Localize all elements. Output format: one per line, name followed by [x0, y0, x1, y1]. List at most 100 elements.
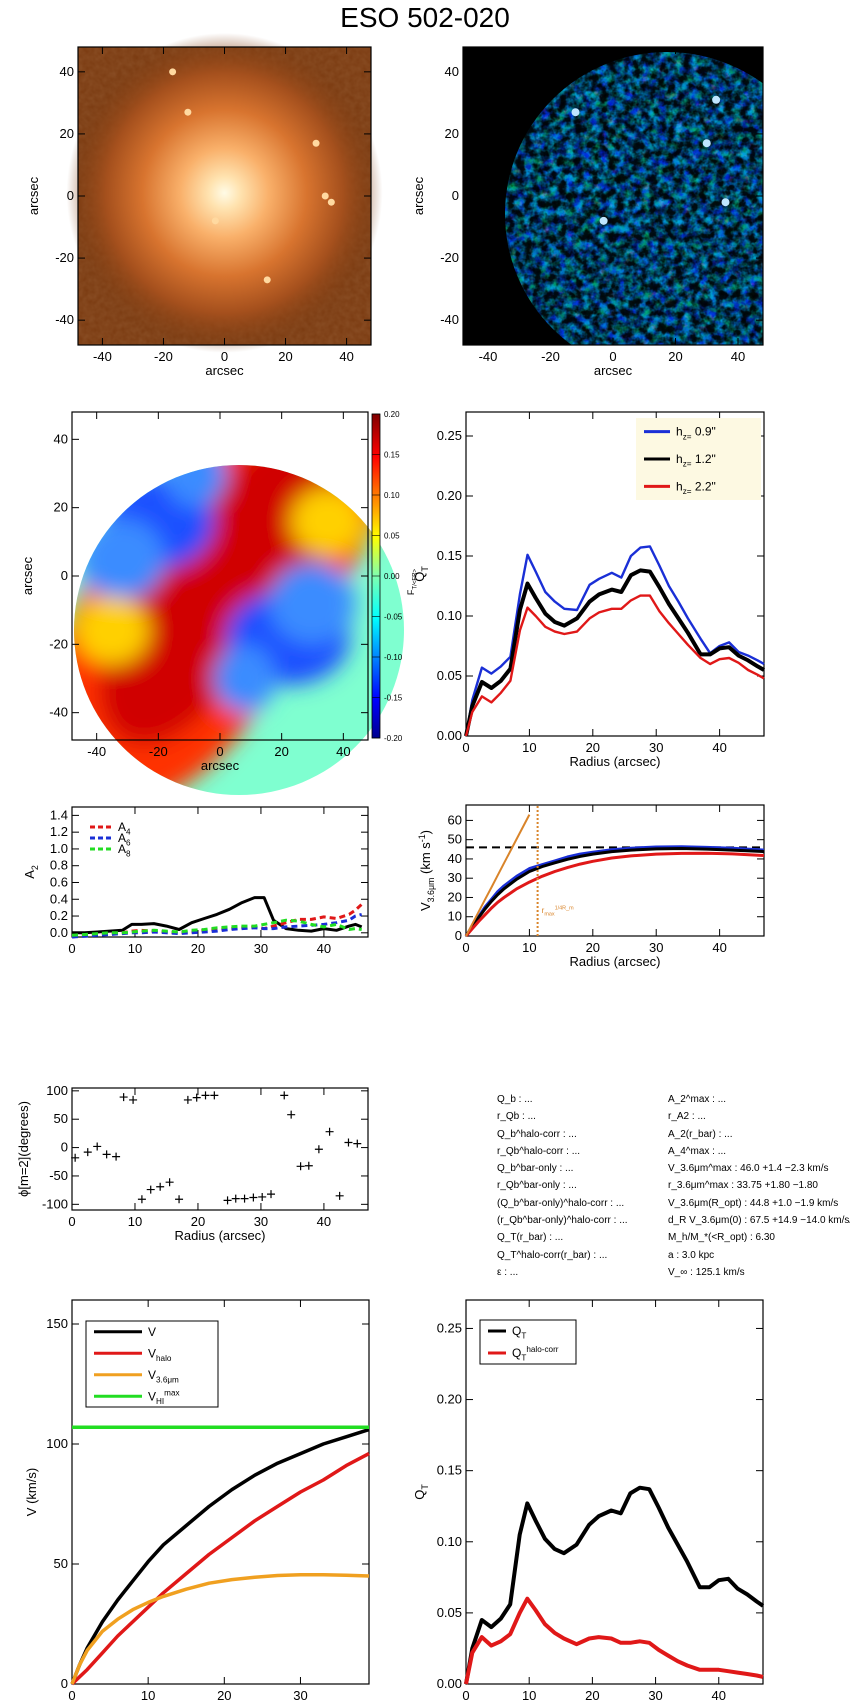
x-tick-label: 0 [609, 349, 616, 364]
series-line [464, 851, 765, 937]
legend: hz= 0.9" hz= 1.2" hz= 2.2" [636, 418, 761, 500]
info-right-row: V_∞ : 125.1 km/s [668, 1266, 745, 1278]
scatter-point [175, 1195, 184, 1204]
plot-frame [465, 411, 765, 737]
y-tick-label: 1.4 [50, 807, 68, 822]
x-tick-label: -40 [479, 349, 498, 364]
y-tick-label: 100 [46, 1436, 68, 1451]
x-tick-label: 20 [586, 740, 600, 755]
x-tick-label: 40 [712, 740, 726, 755]
y-tick-label: 1.0 [50, 841, 68, 856]
series-line [464, 568, 765, 737]
colorbar-tick-label: -0.15 [384, 694, 403, 703]
series-line [70, 1452, 370, 1686]
y-axis-label: A2 [22, 865, 40, 879]
x-axis-label: arcsec [594, 363, 633, 378]
y-tick-label: -100 [42, 1196, 68, 1211]
scatter-point [146, 1185, 155, 1194]
rotation-curve-axes: 0 10 20 30 40 0 10 20 30 40 50 60 Radius (arcsec) V3.… [417, 804, 765, 969]
y-tick-label: 0.2 [50, 908, 68, 923]
y-tick-label: 0.10 [437, 608, 462, 623]
point-source [712, 95, 721, 104]
scatter-point [267, 1190, 276, 1199]
scatter-point [353, 1139, 362, 1148]
y-tick-label: 50 [54, 1111, 68, 1126]
x-tick-label: -20 [149, 744, 168, 759]
y-tick-label: 20 [54, 500, 68, 515]
info-table-right: A_2^max : ... r_A2 : ... A_2(r_bar) : ..… [668, 1091, 850, 1281]
series-line [71, 918, 362, 937]
y-tick-label: 40 [448, 851, 462, 866]
point-source [211, 217, 219, 225]
scatter-point [201, 1091, 210, 1100]
image-layer: 0.20 0.15 0.10 0.05 0.00 -0.05 -0.10 -0.15 -0.20… [66, 32, 763, 795]
colorbar-tick-label: 0.05 [384, 532, 400, 541]
series-line [70, 1427, 370, 1685]
y-axis-label: arcsec [26, 176, 41, 215]
point-source [721, 198, 730, 207]
x-tick-label: 0 [68, 1214, 75, 1229]
x-axis-label: arcsec [201, 758, 240, 773]
colorbar-tick-label: 0.10 [384, 491, 400, 500]
galaxy-image [66, 32, 383, 353]
scatter-point [280, 1091, 289, 1100]
scatter-point [223, 1196, 232, 1205]
y-tick-label: -40 [55, 312, 74, 327]
plot-frame [71, 806, 369, 938]
qt-halo-comparison-axes: 0102030400.000.050.100.150.200.25Radius … [412, 1299, 765, 1700]
y-tick-label: 1.2 [50, 824, 68, 839]
point-source [184, 108, 192, 116]
x-tick-label: 10 [141, 1688, 155, 1700]
info-left-row: (Q_b^bar-only)^halo-corr : ... [497, 1197, 625, 1209]
scatter-point [314, 1145, 323, 1154]
x-tick-label: 30 [293, 1688, 307, 1700]
force-map-image: 0.20 0.15 0.10 0.05 0.00 -0.05 -0.10 -0.15 -0.20… [74, 410, 419, 795]
image-residual-axes: -40 -20 0 20 40 -40 -20 0 20 40 arcsec arcsec [411, 46, 764, 378]
legend-label: QT [512, 1324, 526, 1341]
y-tick-label: 100 [46, 1083, 68, 1098]
legend-box [85, 1320, 219, 1408]
info-right-row: A_4^max : ... [668, 1145, 727, 1157]
info-right-row: V_3.6μm(R_opt) : 44.8 +1.0 −1.9 km/s [668, 1197, 839, 1209]
force-map-lobe [269, 562, 356, 645]
scatter-point [137, 1195, 146, 1204]
series-line [464, 1596, 764, 1685]
x-tick-label: 30 [254, 1214, 268, 1229]
scatter-point [183, 1095, 192, 1104]
scatter-point [325, 1127, 334, 1136]
x-tick-label: 20 [217, 1688, 231, 1700]
info-right-row: A_2^max : ... [668, 1094, 727, 1105]
scatter-point [71, 1153, 80, 1162]
y-tick-label: 0.00 [437, 728, 462, 743]
y-tick-label: 20 [60, 126, 74, 141]
y-tick-label: 0.8 [50, 858, 68, 873]
y-tick-label: 20 [448, 889, 462, 904]
y-tick-label: 60 [448, 812, 462, 827]
legend-label: hz= 2.2" [676, 479, 716, 496]
y-tick-label: 0 [61, 568, 68, 583]
x-axis-label: Radius (arcsec) [569, 954, 660, 969]
x-tick-label: -20 [541, 349, 560, 364]
y-tick-label: 0.6 [50, 874, 68, 889]
colorbar-tick-label: -0.10 [384, 653, 403, 662]
series-line [464, 1485, 765, 1685]
colorbar-tick-label: 0.20 [384, 410, 400, 419]
x-tick-label: 0 [216, 744, 223, 759]
info-right-row: r_3.6μm^max : 33.75 +1.80 −1.80 [668, 1180, 818, 1192]
y-tick-label: 0 [61, 1676, 68, 1691]
point-source [327, 198, 335, 206]
info-left-row: Q_T^halo-corr(r_bar) : ... [497, 1249, 608, 1261]
x-tick-label: 40 [336, 744, 350, 759]
colorbar-label: FT/<FR> [406, 568, 419, 595]
x-tick-label: 40 [712, 940, 726, 955]
force-map-blobs [74, 465, 394, 795]
x-tick-label: 0 [462, 940, 469, 955]
scatter-point [240, 1194, 249, 1203]
y-tick-label: -40 [49, 705, 68, 720]
scatter-point [192, 1093, 201, 1102]
y-tick-label: 0 [452, 188, 459, 203]
series-line [464, 847, 765, 937]
force-map-disc [74, 465, 404, 795]
y-tick-label: 0 [455, 928, 462, 943]
x-tick-label: 10 [522, 1688, 536, 1700]
